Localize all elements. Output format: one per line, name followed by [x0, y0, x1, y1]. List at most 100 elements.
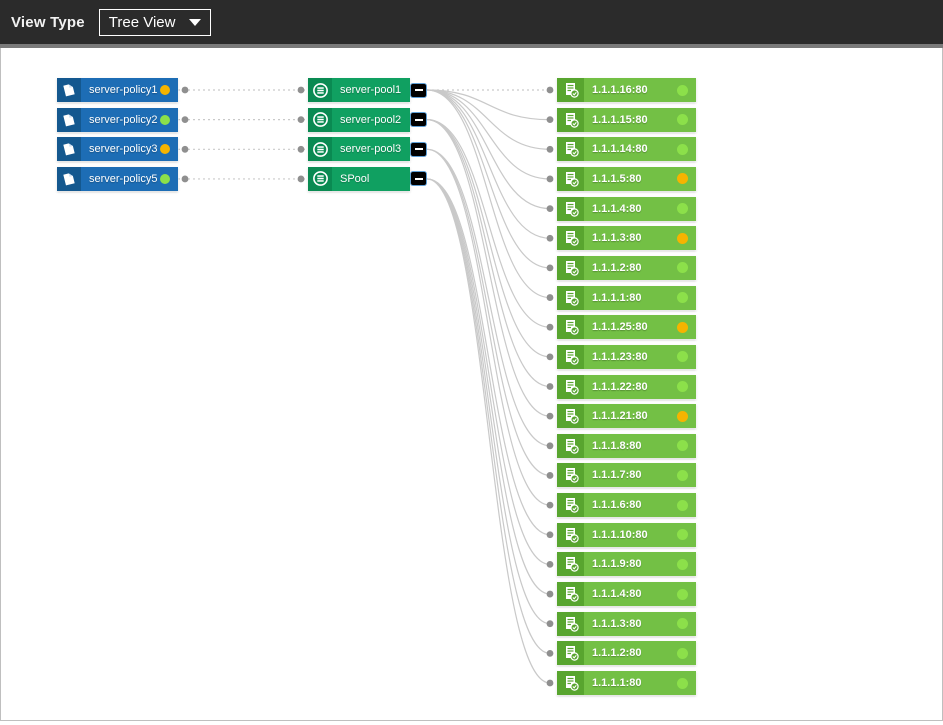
server-node[interactable]: 1.1.1.25:80 — [557, 315, 696, 340]
wire-endpoint-dot — [546, 620, 554, 628]
server-node[interactable]: 1.1.1.23:80 — [557, 344, 696, 369]
collapse-button[interactable] — [411, 142, 426, 156]
server-label: 1.1.1.25:80 — [592, 321, 648, 334]
status-dot — [677, 232, 688, 244]
collapse-button[interactable] — [411, 172, 426, 186]
status-dot — [677, 647, 688, 659]
status-dot — [677, 440, 688, 452]
wire-endpoint-dot — [297, 145, 305, 153]
policy-label: server-policy5 — [89, 172, 158, 185]
server-icon — [557, 255, 584, 280]
view-type-dropdown[interactable]: Tree View — [98, 8, 212, 36]
server-node[interactable]: 1.1.1.14:80 — [557, 137, 696, 162]
server-icon — [557, 78, 584, 102]
server-node[interactable]: 1.1.1.5:80 — [557, 166, 696, 191]
server-label: 1.1.1.1:80 — [592, 677, 642, 689]
server-icon — [557, 493, 584, 518]
status-dot — [160, 173, 170, 184]
link-wire — [426, 89, 551, 121]
pool-label: server-pool3 — [340, 143, 402, 156]
policy-label: server-policy3 — [89, 143, 158, 156]
server-pool-icon — [308, 137, 332, 162]
server-node[interactable]: 1.1.1.7:80 — [557, 463, 696, 488]
status-dot — [677, 203, 688, 215]
server-label: 1.1.1.4:80 — [592, 202, 642, 215]
policy-node[interactable]: server-policy5 — [57, 166, 178, 191]
server-node[interactable]: 1.1.1.8:80 — [557, 433, 696, 458]
server-node[interactable]: 1.1.1.6:80 — [557, 493, 696, 518]
wire-endpoint-dot — [546, 323, 554, 331]
server-icon — [557, 611, 584, 636]
connections-layer — [178, 86, 554, 687]
status-dot — [677, 558, 688, 570]
pool-label: SPool — [340, 172, 370, 185]
policy-icon — [57, 78, 81, 102]
server-node[interactable]: 1.1.1.16:80 — [557, 78, 696, 102]
wire-endpoint-dot — [546, 561, 554, 568]
status-dot — [677, 529, 688, 541]
wire-endpoint-dot — [546, 412, 554, 420]
status-dot — [160, 144, 170, 155]
status-dot — [677, 469, 688, 481]
pool-node[interactable]: server-pool1 — [308, 78, 410, 102]
status-dot — [677, 84, 688, 96]
server-node[interactable]: 1.1.1.3:80 — [557, 226, 696, 251]
collapse-button[interactable] — [411, 83, 426, 97]
server-node[interactable]: 1.1.1.9:80 — [557, 552, 696, 577]
server-icon — [557, 641, 584, 666]
server-node[interactable]: 1.1.1.2:80 — [557, 255, 696, 280]
wire-endpoint-dot — [546, 531, 554, 539]
wire-endpoint-dot — [546, 649, 554, 657]
collapse-button[interactable] — [411, 113, 426, 127]
server-label: 1.1.1.1:80 — [592, 291, 642, 304]
pool-node[interactable]: server-pool2 — [308, 107, 410, 132]
server-label: 1.1.1.16:80 — [592, 84, 648, 96]
policy-icon — [57, 107, 81, 132]
link-wire — [426, 119, 551, 417]
policy-icon — [57, 137, 81, 162]
server-node[interactable]: 1.1.1.10:80 — [557, 522, 696, 547]
policy-node[interactable]: server-policy2 — [57, 107, 178, 132]
server-node[interactable]: 1.1.1.2:80 — [557, 641, 696, 666]
link-wire — [426, 148, 551, 477]
server-node[interactable]: 1.1.1.4:80 — [557, 582, 696, 607]
server-pool-icon — [308, 78, 332, 102]
server-label: 1.1.1.2:80 — [592, 261, 642, 274]
link-wire — [426, 119, 551, 358]
server-icon — [557, 404, 584, 429]
server-label: 1.1.1.21:80 — [592, 410, 648, 423]
wire-endpoint-dot — [546, 116, 554, 124]
server-icon — [557, 522, 584, 547]
link-wire — [426, 178, 551, 625]
server-icon — [557, 582, 584, 607]
wire-endpoint-dot — [546, 679, 554, 687]
pool-node[interactable]: server-pool3 — [308, 137, 410, 162]
view-type-value: Tree View — [108, 13, 176, 31]
server-node[interactable]: 1.1.1.15:80 — [557, 107, 696, 132]
server-node[interactable]: 1.1.1.4:80 — [557, 196, 696, 221]
server-node[interactable]: 1.1.1.3:80 — [557, 611, 696, 636]
wire-endpoint-dot — [181, 175, 189, 183]
server-label: 1.1.1.15:80 — [592, 113, 648, 126]
server-node[interactable]: 1.1.1.22:80 — [557, 374, 696, 399]
link-wire — [426, 119, 551, 388]
wire-endpoint-dot — [546, 294, 554, 301]
wire-endpoint-dot — [546, 501, 554, 509]
policy-node[interactable]: server-policy1 — [57, 78, 178, 102]
server-node[interactable]: 1.1.1.1:80 — [557, 285, 696, 310]
server-icon — [557, 671, 584, 695]
server-label: 1.1.1.9:80 — [592, 558, 642, 571]
server-icon — [557, 433, 584, 458]
pool-node[interactable]: SPool — [308, 166, 410, 191]
status-dot — [677, 173, 688, 185]
link-wire — [426, 148, 551, 506]
server-node[interactable]: 1.1.1.21:80 — [557, 404, 696, 429]
policy-node[interactable]: server-policy3 — [57, 137, 178, 162]
server-node[interactable]: 1.1.1.1:80 — [557, 671, 696, 695]
wire-endpoint-dot — [546, 145, 554, 153]
server-label: 1.1.1.14:80 — [592, 143, 648, 156]
status-dot — [677, 292, 688, 304]
link-wire — [426, 89, 551, 269]
server-label: 1.1.1.23:80 — [592, 350, 648, 363]
status-dot — [677, 351, 688, 363]
